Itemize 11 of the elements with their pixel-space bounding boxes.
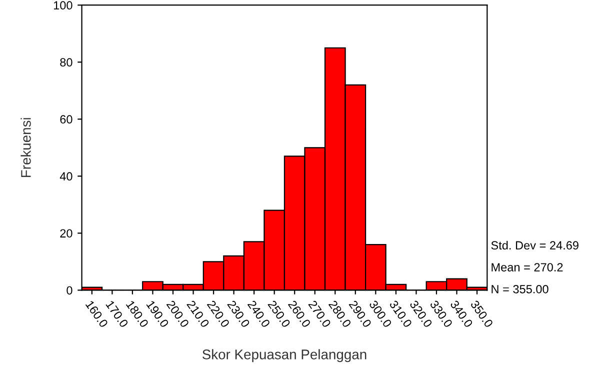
y-tick-label: 0 [66, 286, 72, 295]
text: Mean = 270.2 [492, 263, 563, 272]
text: Std. Dev = 24.69 [491, 240, 578, 250]
y-tick-label: 60 [60, 115, 72, 124]
y-tick-label: 100 [54, 1, 72, 10]
y-axis-title: Frekuensi [20, 118, 31, 177]
x-axis-title: Skor Kepuasan Pelanggan [202, 349, 366, 362]
y-tick-label: 40 [60, 172, 72, 181]
y-tick-label: 80 [60, 58, 72, 67]
y-tick-label: 20 [60, 229, 72, 238]
text: N = 355.00 [492, 284, 548, 294]
